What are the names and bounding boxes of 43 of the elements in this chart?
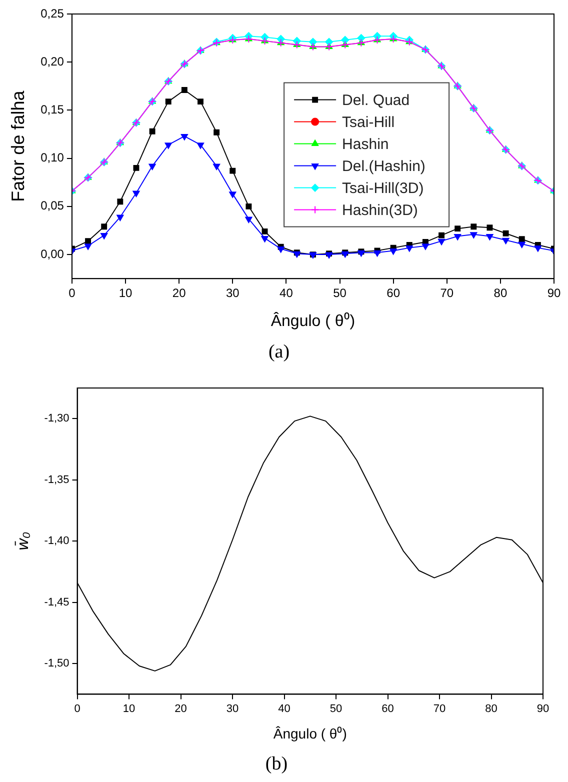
text: (b) xyxy=(265,754,288,775)
y-axis-title: Fator de falha xyxy=(8,90,28,202)
x-tick-label: 0 xyxy=(68,286,76,300)
y-tick-label: 0,25 xyxy=(40,6,64,20)
x-tick-label: 20 xyxy=(174,702,187,715)
y-tick-label: 0,15 xyxy=(40,102,64,117)
x-tick-label: 80 xyxy=(494,286,508,300)
x-axis-title: Ângulo ( θ⁰) xyxy=(270,312,356,330)
x-tick-label: 80 xyxy=(485,702,498,715)
x-tick-label: 0 xyxy=(74,702,80,715)
y-tick-label: -1,30 xyxy=(44,412,70,425)
x-tick-label: 70 xyxy=(440,286,454,300)
x-tick-label: 20 xyxy=(172,286,186,300)
x-tick-label: 60 xyxy=(382,702,394,715)
x-tick-label: 10 xyxy=(122,702,136,715)
x-tick-label: 30 xyxy=(226,702,239,715)
y-tick-label: 0,00 xyxy=(40,246,64,261)
x-tick-label: 40 xyxy=(280,286,294,300)
legend-label: Tsai-Hill xyxy=(342,114,395,131)
x-tick-label: 40 xyxy=(278,702,290,715)
y-tick-label: -1,45 xyxy=(44,596,70,608)
x-tick-label: 60 xyxy=(386,286,400,300)
y-tick-label: -1,35 xyxy=(44,474,70,486)
y-tick-label: -1,40 xyxy=(44,535,70,548)
y-tick-label: 0,20 xyxy=(40,54,64,68)
y-axis-title: w̄₀ xyxy=(14,532,32,550)
x-tick-label: 90 xyxy=(536,702,550,715)
text: (a) xyxy=(268,342,290,363)
x-tick-label: 50 xyxy=(333,286,347,300)
x-tick-label: 90 xyxy=(547,286,561,300)
legend-label: Hashin xyxy=(342,136,389,153)
x-tick-label: 50 xyxy=(330,702,342,715)
legend-label: Del. Quad xyxy=(342,92,410,109)
x-tick-label: 30 xyxy=(226,286,240,300)
x-tick-label: 70 xyxy=(433,702,446,715)
y-tick-label: 0,10 xyxy=(40,150,64,165)
legend-label: Hashin(3D) xyxy=(342,202,418,219)
legend-label: Tsai-Hill(3D) xyxy=(342,180,424,197)
y-tick-label: -1,50 xyxy=(44,658,70,670)
y-tick-label: 0,05 xyxy=(40,198,64,213)
legend-label: Del.(Hashin) xyxy=(342,158,426,175)
x-tick-label: 10 xyxy=(118,286,133,300)
x-axis-title: Ângulo ( θ⁰) xyxy=(273,726,347,742)
